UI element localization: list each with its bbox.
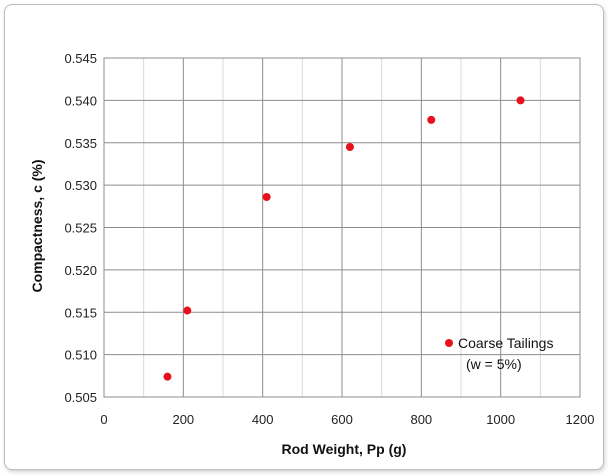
y-tick-label: 0.525 [64, 221, 97, 236]
x-tick-label: 200 [172, 412, 194, 427]
y-axis-title: Compactness, c (%) [29, 159, 45, 292]
plot-area [103, 57, 581, 398]
y-axis-ticks: 0.505 0.510 0.515 0.520 0.525 0.530 0.535 0.540… [64, 51, 97, 405]
x-tick-label: 400 [252, 412, 274, 427]
y-tick-label: 0.520 [64, 263, 97, 278]
x-tick-label: 0 [100, 412, 107, 427]
x-tick-label: 600 [331, 412, 353, 427]
x-axis-ticks: 0 200 400 600 800 1000 1200 [100, 412, 594, 427]
x-axis-title: Rod Weight, Pp (g) [282, 441, 407, 457]
y-tick-label: 0.530 [64, 178, 97, 193]
legend-label: Coarse Tailings [458, 335, 553, 351]
x-tick-label: 1000 [486, 412, 515, 427]
y-tick-label: 0.545 [64, 51, 97, 66]
y-tick-label: 0.540 [64, 93, 97, 108]
y-tick-label: 0.535 [64, 136, 97, 151]
legend-label-line2: (w = 5%) [466, 356, 522, 372]
y-tick-label: 0.515 [64, 305, 97, 320]
y-tick-label: 0.510 [64, 348, 97, 363]
x-tick-label: 800 [410, 412, 432, 427]
data-points [163, 96, 525, 381]
data-point [183, 306, 192, 315]
data-point [345, 142, 354, 151]
x-tick-label: 1200 [566, 412, 595, 427]
data-point [516, 96, 525, 105]
legend: Coarse Tailings (w = 5%) [445, 335, 553, 372]
data-point [262, 192, 271, 201]
data-point [163, 372, 172, 381]
y-tick-label: 0.505 [64, 390, 97, 405]
legend-marker [445, 339, 453, 347]
data-point [427, 115, 436, 124]
